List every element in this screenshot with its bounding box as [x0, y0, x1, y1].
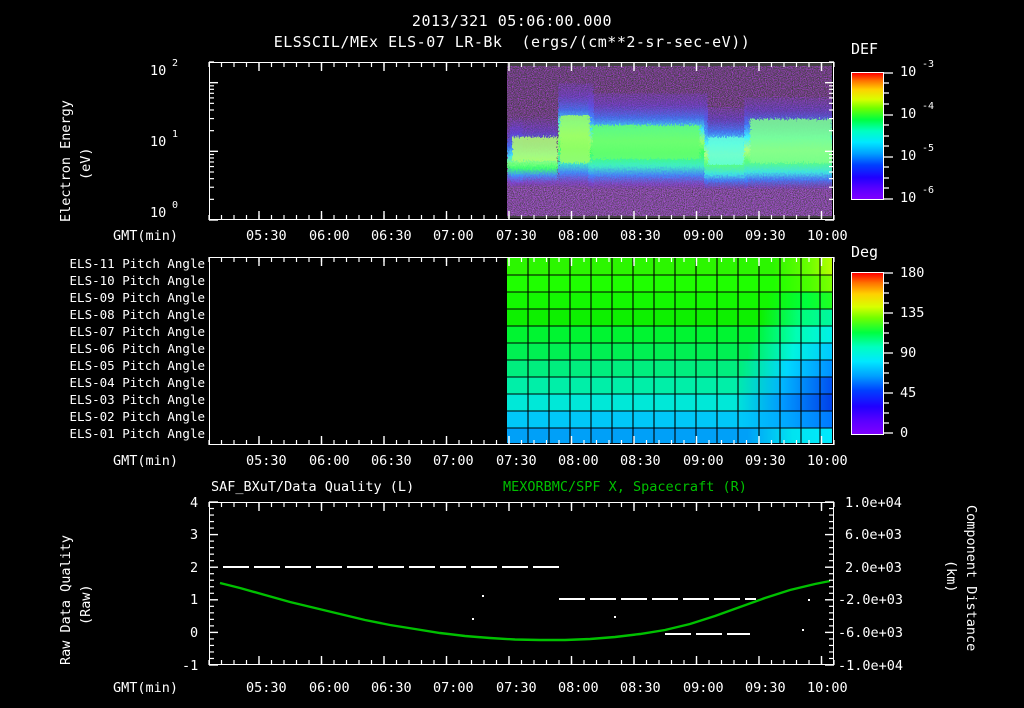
row-label: ELS-08 Pitch Angle: [69, 307, 205, 322]
pitch-angle-panel: [209, 257, 834, 445]
data-quality-plot: [210, 503, 832, 663]
electron-energy-panel: [209, 62, 834, 220]
electron-energy-xlabel: GMT(min): [113, 228, 179, 244]
row-label: ELS-06 Pitch Angle: [69, 341, 205, 356]
data-quality-dots: [472, 595, 810, 631]
data-quality-xlabel: GMT(min): [113, 680, 179, 696]
bottom-panel-title-right: MEXORBMC/SPF X, Spacecraft (R): [503, 479, 747, 495]
electron-energy-axis-ticks: [209, 62, 835, 222]
deg-colorbar: [851, 272, 884, 435]
electron-energy-ylabel-line2: (eV): [78, 147, 94, 180]
row-label: ELS-07 Pitch Angle: [69, 324, 205, 339]
data-quality-ylabel-line2: (Raw): [78, 584, 94, 625]
deg-colorbar-label: Deg: [851, 243, 879, 261]
pitch-angle-heatmap: [210, 258, 832, 443]
row-label: ELS-05 Pitch Angle: [69, 358, 205, 373]
plot-subtitle: ELSSCIL/MEx ELS-07 LR-Bk (ergs/(cm**2-sr…: [273, 33, 751, 51]
def-colorbar-ticks: [884, 72, 893, 200]
row-label: ELS-03 Pitch Angle: [69, 392, 205, 407]
pitch-angle-xlabel: GMT(min): [113, 453, 179, 469]
def-colorbar-label: DEF: [851, 40, 879, 58]
def-colorbar: [851, 72, 884, 200]
component-distance-ylabel-line2: (km): [943, 560, 959, 593]
row-label: ELS-10 Pitch Angle: [69, 273, 205, 288]
row-label: ELS-11 Pitch Angle: [69, 256, 205, 271]
row-label: ELS-09 Pitch Angle: [69, 290, 205, 305]
row-label: ELS-01 Pitch Angle: [69, 426, 205, 441]
spacecraft-distance-trace: [219, 579, 831, 642]
plot-datetime-title: 2013/321 05:06:00.000: [411, 12, 613, 30]
row-label: ELS-02 Pitch Angle: [69, 409, 205, 424]
electron-energy-spectrogram: [210, 63, 832, 218]
component-distance-ylabel-line1: Component Distance: [963, 505, 979, 652]
bottom-panel-title-left: SAF_BXuT/Data Quality (L): [211, 479, 415, 495]
data-quality-ylabel-line1: Raw Data Quality: [58, 534, 74, 665]
row-label: ELS-04 Pitch Angle: [69, 375, 205, 390]
data-quality-panel: [209, 502, 834, 665]
electron-energy-ylabel-line1: Electron Energy: [58, 100, 74, 222]
deg-colorbar-ticks: [884, 272, 893, 434]
